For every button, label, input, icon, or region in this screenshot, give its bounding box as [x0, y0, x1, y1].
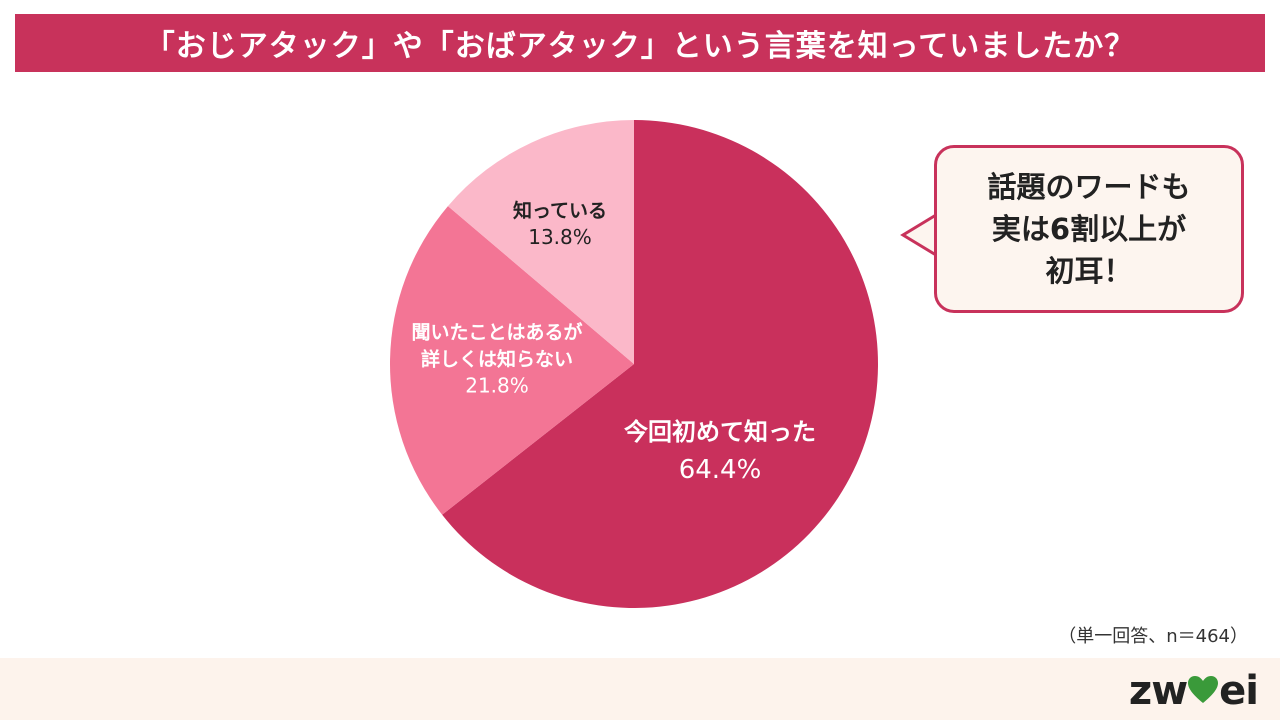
logo-text-left: zw [1128, 668, 1188, 714]
brand-logo: zw ei [1128, 668, 1259, 714]
slice-value-label: 21.8% [465, 374, 529, 398]
footer-band [0, 658, 1280, 720]
heart-icon [1188, 668, 1219, 714]
pie-slice [442, 120, 879, 608]
callout-line: 実は6割以上が [991, 212, 1187, 246]
title-bar: 「おじアタック」や「おばアタック」という言葉を知っていましたか？ [15, 14, 1265, 72]
slice-label: 聞いたことはあるが [411, 321, 582, 344]
callout-tail [900, 213, 937, 257]
page-title: 「おじアタック」や「おばアタック」という言葉を知っていましたか？ [144, 29, 1136, 64]
callout-bubble: 話題のワードも 実は6割以上が 初耳！ [934, 145, 1244, 313]
slice-label: 今回初めて知った [624, 418, 816, 446]
pie-slice [447, 120, 634, 364]
slice-value-label: 64.4% [679, 455, 762, 485]
callout-line: 話題のワードも [987, 170, 1191, 204]
logo-text-right: ei [1219, 668, 1259, 714]
slice-label: 詳しくは知らない [421, 348, 573, 371]
slice-value-label: 13.8% [528, 225, 592, 249]
sample-note: （単一回答、n＝464） [1058, 626, 1248, 647]
slice-label: 知っている [513, 199, 607, 222]
callout-line: 初耳！ [1045, 254, 1133, 288]
pie-slice [390, 206, 634, 515]
